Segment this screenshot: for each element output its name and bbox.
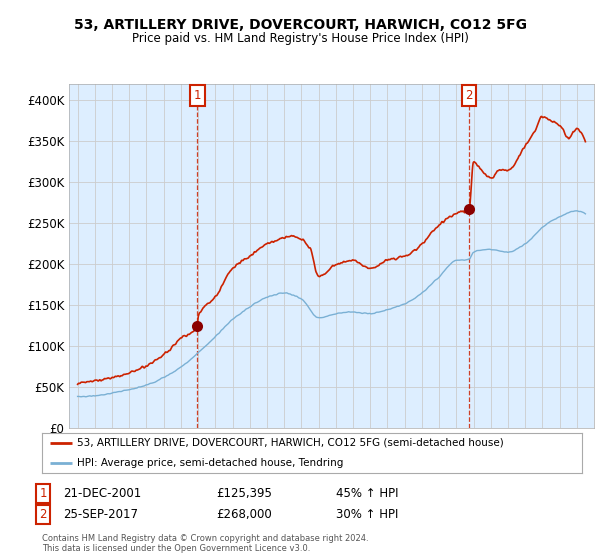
Text: 45% ↑ HPI: 45% ↑ HPI: [336, 487, 398, 501]
Text: 53, ARTILLERY DRIVE, DOVERCOURT, HARWICH, CO12 5FG: 53, ARTILLERY DRIVE, DOVERCOURT, HARWICH…: [74, 18, 527, 32]
Text: 21-DEC-2001: 21-DEC-2001: [63, 487, 141, 501]
Text: £268,000: £268,000: [216, 507, 272, 521]
Text: 25-SEP-2017: 25-SEP-2017: [63, 507, 138, 521]
Text: 1: 1: [40, 487, 47, 501]
Text: Price paid vs. HM Land Registry's House Price Index (HPI): Price paid vs. HM Land Registry's House …: [131, 32, 469, 45]
Text: £125,395: £125,395: [216, 487, 272, 501]
Text: Contains HM Land Registry data © Crown copyright and database right 2024.
This d: Contains HM Land Registry data © Crown c…: [42, 534, 368, 553]
Text: 30% ↑ HPI: 30% ↑ HPI: [336, 507, 398, 521]
Text: 1: 1: [194, 89, 201, 102]
Text: 2: 2: [466, 89, 473, 102]
Text: HPI: Average price, semi-detached house, Tendring: HPI: Average price, semi-detached house,…: [77, 458, 343, 468]
Text: 2: 2: [40, 507, 47, 521]
Text: 53, ARTILLERY DRIVE, DOVERCOURT, HARWICH, CO12 5FG (semi-detached house): 53, ARTILLERY DRIVE, DOVERCOURT, HARWICH…: [77, 438, 504, 448]
